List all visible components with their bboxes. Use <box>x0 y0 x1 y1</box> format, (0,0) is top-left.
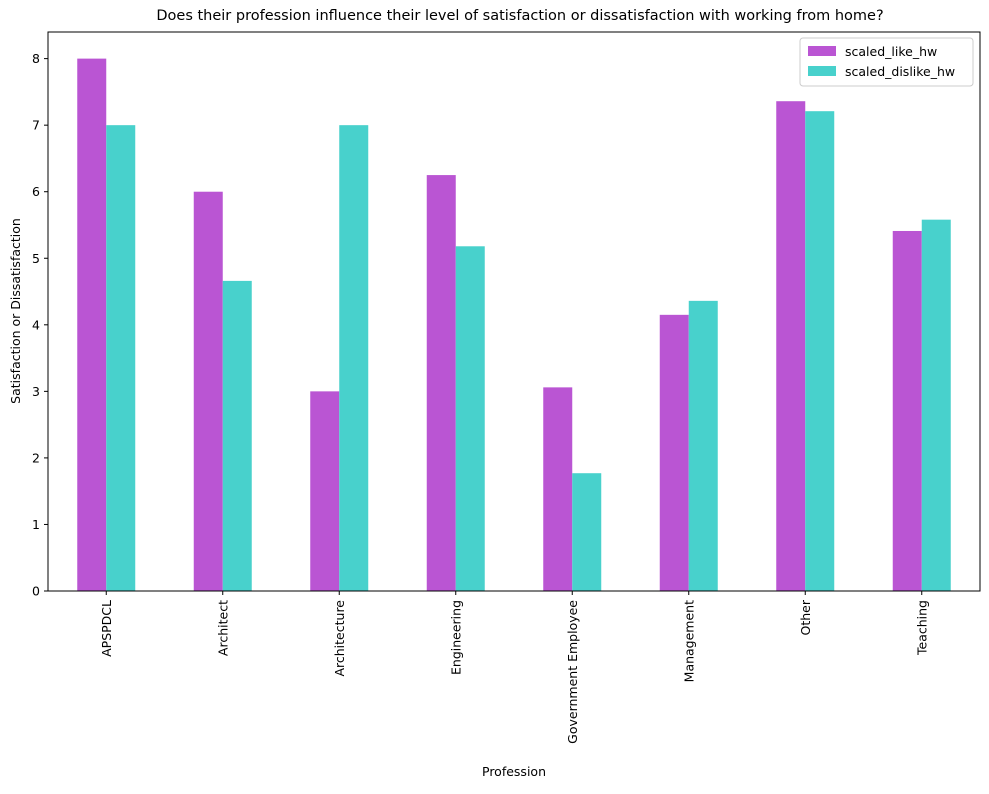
x-tick-label: Architecture <box>332 600 347 677</box>
bar-scaled_dislike_hw-apspdcl <box>106 125 136 592</box>
x-tick-label: Engineering <box>448 600 463 675</box>
bar-scaled_dislike_hw-teaching <box>921 219 951 591</box>
bars-layer <box>77 58 951 592</box>
bar-scaled_like_hw-teaching <box>892 230 922 591</box>
y-tick-label: 6 <box>32 184 40 199</box>
bar-scaled_dislike_hw-other <box>805 111 835 592</box>
y-tick-label: 7 <box>32 118 40 133</box>
y-tick-label: 3 <box>32 384 40 399</box>
y-axis-label: Satisfaction or Dissatisfaction <box>8 218 23 404</box>
x-axis-label: Profession <box>482 764 546 779</box>
x-tick-label: Other <box>798 599 813 635</box>
y-tick-label: 1 <box>32 517 40 532</box>
bar-scaled_like_hw-management <box>659 314 689 591</box>
legend-swatch <box>808 46 836 56</box>
bar-scaled_like_hw-architect <box>193 191 223 591</box>
bar-scaled_dislike_hw-engineering <box>455 246 485 592</box>
bar-scaled_dislike_hw-government-employee <box>572 473 602 591</box>
bar-scaled_like_hw-engineering <box>426 175 456 591</box>
plot-frame <box>47 31 981 592</box>
bar-scaled_dislike_hw-architecture <box>339 125 369 592</box>
y-tick-label: 4 <box>32 317 40 332</box>
legend-label: scaled_like_hw <box>845 44 937 59</box>
bar-scaled_like_hw-architecture <box>310 391 340 591</box>
bar-scaled_dislike_hw-management <box>688 300 718 591</box>
legend-label: scaled_dislike_hw <box>845 64 955 79</box>
x-tick-label: Architect <box>215 600 230 656</box>
y-tick-label: 0 <box>32 584 40 599</box>
x-tick-label: Management <box>681 600 696 682</box>
legend-box <box>799 37 974 87</box>
bar-scaled_dislike_hw-architect <box>222 280 252 591</box>
x-tick-label: Government Employee <box>565 600 580 744</box>
y-tick-label: 5 <box>32 251 40 266</box>
bar-scaled_like_hw-other <box>776 101 806 591</box>
legend-swatch <box>808 66 836 76</box>
chart-title: Does their profession influence their le… <box>156 8 883 24</box>
y-tick-label: 8 <box>32 51 40 66</box>
legend: scaled_like_hw scaled_dislike_hw <box>799 37 974 87</box>
y-axis: 0 1 2 3 4 5 6 7 8 <box>32 51 48 599</box>
x-tick-label: APSPDCL <box>99 600 114 657</box>
bar-scaled_like_hw-apspdcl <box>77 58 107 592</box>
x-axis: APSPDCL Architect Architecture Engineering G… <box>99 591 929 744</box>
bar-scaled_like_hw-government-employee <box>543 387 573 591</box>
x-tick-label: Teaching <box>914 600 929 656</box>
y-tick-label: 2 <box>32 450 40 465</box>
